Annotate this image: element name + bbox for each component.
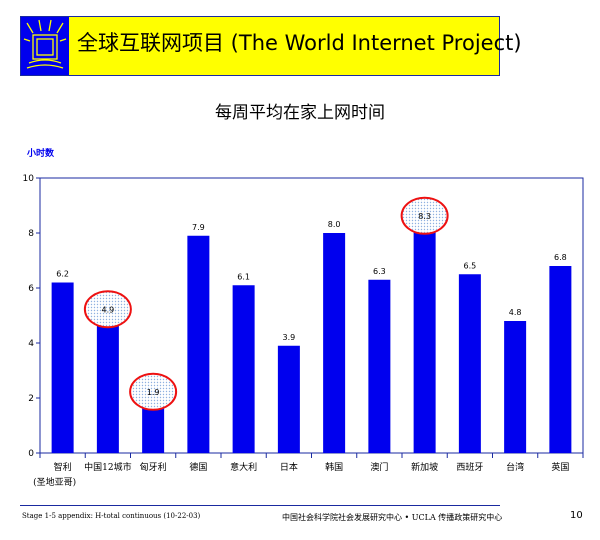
x-tick-label: 日本 [280,461,298,473]
footer-source: Stage 1-5 appendix: H-total continuous (… [22,512,201,520]
bar [142,400,165,453]
bar [504,321,527,453]
footer-divider [20,505,500,506]
data-label: 4.9 [102,305,115,314]
bar [368,279,391,453]
data-label: 7.9 [192,223,205,232]
page-number: 10 [570,510,583,521]
data-label: 3.9 [283,333,296,342]
data-label: 6.3 [373,267,386,276]
x-tick-label: 德国 [189,461,207,473]
bar [96,318,119,453]
data-label: 1.9 [147,388,160,397]
data-label: 4.8 [509,308,522,317]
x-tick-label: (圣地亚哥) [33,476,76,488]
data-label: 8.0 [328,220,341,229]
data-label: 8.3 [418,212,431,221]
bar [458,274,481,453]
bar [323,233,346,453]
x-tick-label: 澳门 [370,461,388,473]
y-tick-label: 4 [28,339,34,349]
bar [277,345,300,453]
x-tick-label: 韩国 [325,461,343,473]
data-label: 6.5 [464,261,477,270]
highlight-circle [400,196,449,235]
y-tick-label: 8 [28,229,34,239]
y-tick-label: 2 [28,394,34,404]
x-tick-label: 新加坡 [411,461,438,473]
data-label: 6.2 [56,270,69,279]
x-tick-label: 中国12城市 [84,461,131,473]
data-label: 6.8 [554,253,567,262]
y-tick-label: 6 [28,284,34,294]
y-tick-label: 10 [23,174,35,184]
tv-monitor-logo-icon [21,17,69,75]
title-banner: 全球互联网项目 (The World Internet Project) [20,16,522,76]
bar [549,266,572,453]
bar [187,235,210,453]
bar [232,285,255,453]
bar [51,282,74,453]
y-axis-label: 小时数 [27,149,55,159]
x-tick-label: 台湾 [506,461,524,473]
bar [413,224,436,453]
x-tick-label: 意大利 [230,461,257,473]
y-tick-label: 0 [28,449,34,459]
highlight-circle [83,290,132,329]
x-tick-label: 英国 [551,461,569,473]
data-label: 6.1 [237,272,250,281]
x-tick-label: 匈牙利 [140,461,167,473]
x-tick-label: 西班牙 [456,461,483,473]
highlight-circle [129,372,178,411]
footer-organizations: 中国社会科学院社会发展研究中心 • UCLA 传播政策研究中心 [282,513,503,522]
x-tick-label: 智利 [54,461,72,473]
chart-title: 每周平均在家上网时间 [215,103,385,123]
banner-title: 全球互联网项目 (The World Internet Project) [77,31,522,55]
